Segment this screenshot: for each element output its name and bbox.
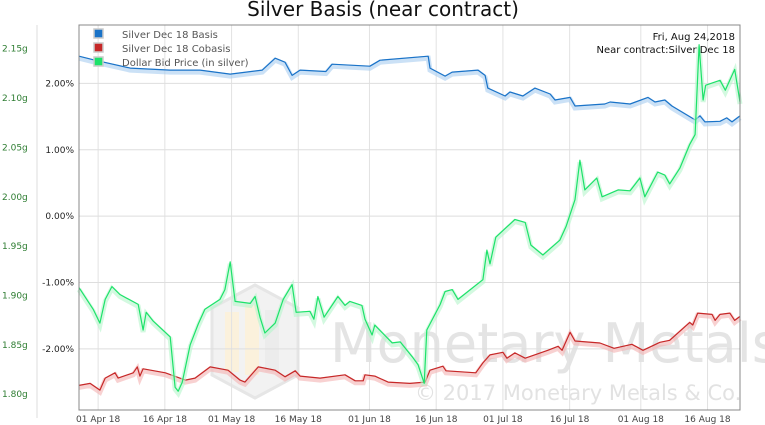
x-tick-label: 01 Apr 18 <box>76 415 120 425</box>
y-axis-grams: 2.15g 2.10g 2.05g 2.00g 1.95g 1.90g 1.85g 1.80g <box>2 45 28 401</box>
y-pct-tick-label: 0.00% <box>45 212 74 222</box>
chart-title: Silver Basis (near contract) <box>247 0 519 21</box>
y-g-tick-label: 1.90g <box>2 291 28 301</box>
x-tick-label: 16 Jul 18 <box>550 415 590 425</box>
series-lines <box>76 44 743 398</box>
legend-label: Silver Dec 18 Cobasis <box>122 44 230 55</box>
y-g-tick-label: 2.05g <box>2 143 28 153</box>
legend: Silver Dec 18 Basis Silver Dec 18 Cobasis… <box>93 28 249 69</box>
legend-swatch <box>93 28 104 39</box>
x-tick-label: 16 May 18 <box>275 415 323 425</box>
y-g-tick-label: 1.80g <box>2 390 28 400</box>
y-pct-tick-label: -2.00% <box>42 345 74 355</box>
info-date: Fri, Aug 24,2018 <box>653 32 735 43</box>
legend-label: Silver Dec 18 Basis <box>122 30 218 41</box>
x-tick-label: 16 Apr 18 <box>143 415 187 425</box>
x-tick-label: 01 May 18 <box>208 415 256 425</box>
x-tick-label: 16 Jun 18 <box>415 415 458 425</box>
x-tick-label: 01 Jun 18 <box>348 415 391 425</box>
x-axis: 01 Apr 18 16 Apr 18 01 May 18 16 May 18 01 J… <box>76 415 731 425</box>
y-g-tick-label: 1.85g <box>2 341 28 351</box>
info-contract: Near contract:Silver Dec 18 <box>597 45 735 56</box>
y-axis-percent: 2.00% 1.00% 0.00% -1.00% -2.00% <box>42 79 74 355</box>
x-tick-label: 01 Aug 18 <box>618 415 664 425</box>
x-tick-label: 01 Jul 18 <box>483 415 523 425</box>
legend-label: Dollar Bid Price (in silver) <box>122 58 249 69</box>
y-pct-tick-label: 2.00% <box>45 79 74 89</box>
series-line-dollar-bid-price-in-silver- <box>78 44 741 392</box>
legend-swatch <box>93 42 104 53</box>
legend-swatch <box>93 56 104 67</box>
y-g-tick-label: 2.15g <box>2 45 28 55</box>
series-shadow-0 <box>78 55 742 128</box>
x-tick-label: 16 Aug 18 <box>684 415 730 425</box>
watermark-logo-bar <box>245 305 259 375</box>
watermark-copyright: © 2017 Monetary Metals & Co. <box>415 381 741 405</box>
y-g-tick-label: 2.00g <box>2 193 28 203</box>
y-g-tick-label: 1.95g <box>2 242 28 252</box>
y-pct-tick-label: 1.00% <box>45 146 74 156</box>
series-line-silver-dec-18-basis <box>78 55 741 123</box>
y-pct-tick-label: -1.00% <box>42 279 74 289</box>
y-g-tick-label: 2.10g <box>2 94 28 104</box>
plot-frame <box>78 24 741 411</box>
